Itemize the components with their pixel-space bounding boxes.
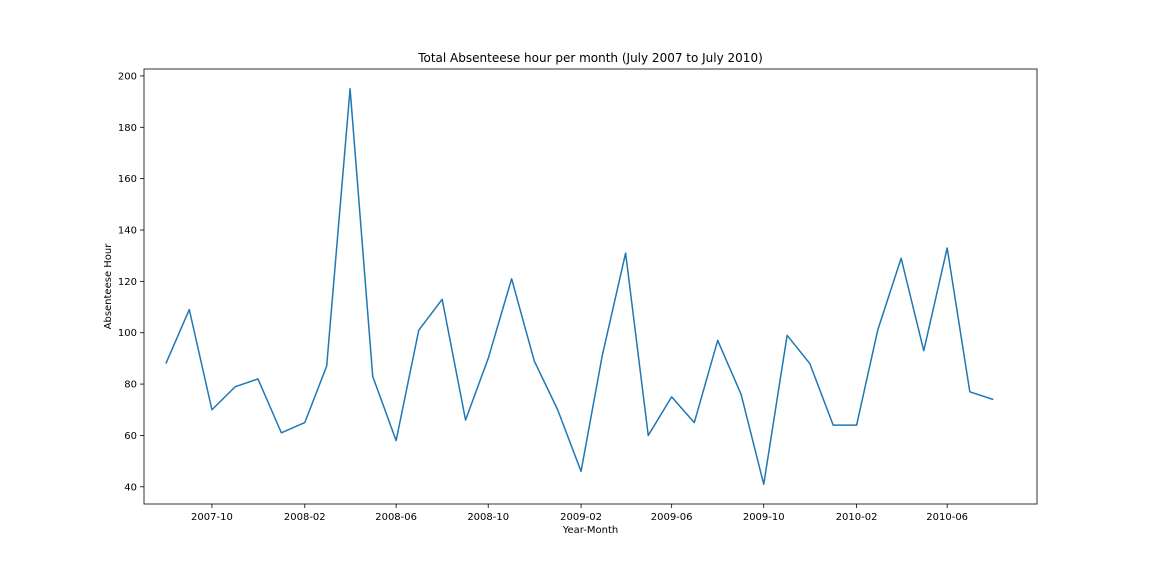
plot-frame <box>143 68 1038 505</box>
chart-title: Total Absenteese hour per month (July 20… <box>417 51 763 65</box>
x-tick-label: 2008-02 <box>284 512 326 523</box>
y-tick-label: 60 <box>124 431 137 442</box>
x-axis-title: Year-Month <box>562 525 618 536</box>
y-tick-label: 100 <box>118 328 137 339</box>
y-axis-ticks: 40 60 80 100 120 140 160 180 200 <box>118 71 144 493</box>
plot-area <box>143 68 1038 505</box>
x-axis-ticks: 2007-10 2008-02 2008-06 2008-10 2009-02 2009-… <box>191 504 968 523</box>
x-tick-label: 2008-06 <box>375 512 417 523</box>
y-tick-label: 120 <box>118 277 137 288</box>
x-tick-label: 2009-02 <box>560 512 602 523</box>
y-axis-title: Absenteese Hour <box>103 243 114 330</box>
y-tick-label: 140 <box>118 226 137 237</box>
x-tick-label: 2010-02 <box>836 512 878 523</box>
series-line-0 <box>165 88 994 485</box>
x-tick-label: 2007-10 <box>191 512 233 523</box>
y-tick-label: 160 <box>118 174 137 185</box>
x-tick-label: 2009-10 <box>743 512 785 523</box>
y-tick-label: 180 <box>118 123 137 134</box>
x-tick-label: 2008-10 <box>467 512 509 523</box>
y-tick-label: 40 <box>124 482 137 493</box>
x-tick-label: 2010-06 <box>926 512 968 523</box>
y-tick-label: 80 <box>124 380 137 391</box>
y-tick-label: 200 <box>118 71 137 82</box>
x-tick-label: 2009-06 <box>651 512 693 523</box>
